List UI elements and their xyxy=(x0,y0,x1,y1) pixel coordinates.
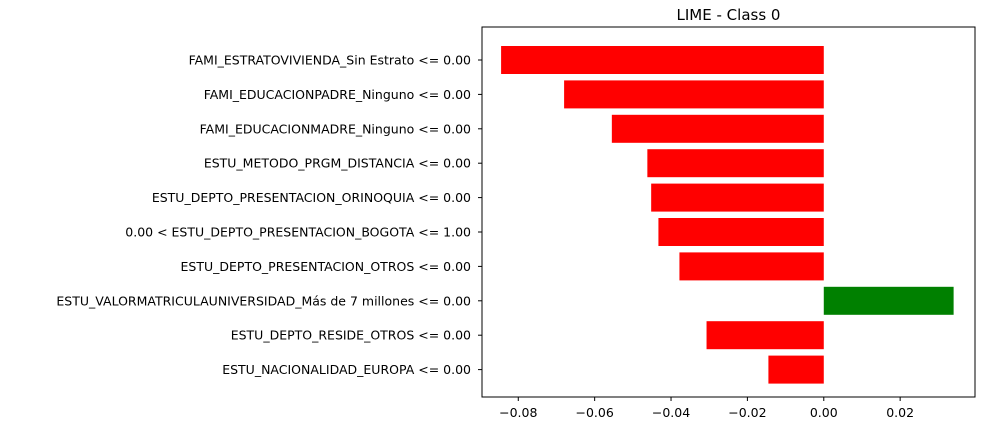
bar-3 xyxy=(647,149,824,178)
x-tick-label-5: 0.02 xyxy=(886,405,914,420)
bar-6 xyxy=(679,252,824,281)
y-tick-label-0: FAMI_ESTRATOVIVIENDA_Sin Estrato <= 0.00 xyxy=(189,53,471,68)
bar-8 xyxy=(706,321,824,350)
bar-0 xyxy=(501,46,824,74)
x-tick-label-0: −0.08 xyxy=(499,405,537,420)
x-ticks: −0.08 −0.06 −0.04 −0.02 0.00 0.02 xyxy=(499,397,914,420)
chart-title: LIME - Class 0 xyxy=(677,6,781,24)
y-tick-label-8: ESTU_DEPTO_RESIDE_OTROS <= 0.00 xyxy=(231,328,471,343)
bar-1 xyxy=(564,80,824,109)
y-tick-label-7: ESTU_VALORMATRICULAUNIVERSIDAD_Más de 7 … xyxy=(56,293,471,308)
plot-frame xyxy=(481,26,976,398)
x-tick-label-3: −0.02 xyxy=(728,405,766,420)
y-tick-label-9: ESTU_NACIONALIDAD_EUROPA <= 0.00 xyxy=(222,362,471,377)
x-tick-label-1: −0.06 xyxy=(575,405,613,420)
y-tick-label-6: ESTU_DEPTO_PRESENTACION_OTROS <= 0.00 xyxy=(181,259,472,274)
bar-4 xyxy=(651,183,824,212)
y-tick-labels: FAMI_ESTRATOVIVIENDA_Sin Estrato <= 0.00… xyxy=(56,53,482,377)
x-tick-label-4: 0.00 xyxy=(810,405,838,420)
bar-2 xyxy=(611,114,824,143)
y-tick-label-2: FAMI_EDUCACIONMADRE_Ninguno <= 0.00 xyxy=(200,121,471,136)
y-tick-label-5: 0.00 < ESTU_DEPTO_PRESENTACION_BOGOTA <=… xyxy=(125,225,471,240)
bar-9 xyxy=(768,355,824,384)
y-tick-label-4: ESTU_DEPTO_PRESENTACION_ORINOQUIA <= 0.0… xyxy=(152,190,471,205)
x-tick-label-2: −0.04 xyxy=(652,405,690,420)
y-tick-label-1: FAMI_EDUCACIONPADRE_Ninguno <= 0.00 xyxy=(204,87,471,102)
bar-5 xyxy=(658,218,824,246)
bar-7 xyxy=(823,286,954,315)
y-tick-label-3: ESTU_METODO_PRGM_DISTANCIA <= 0.00 xyxy=(204,156,471,171)
bars-group xyxy=(501,46,954,384)
